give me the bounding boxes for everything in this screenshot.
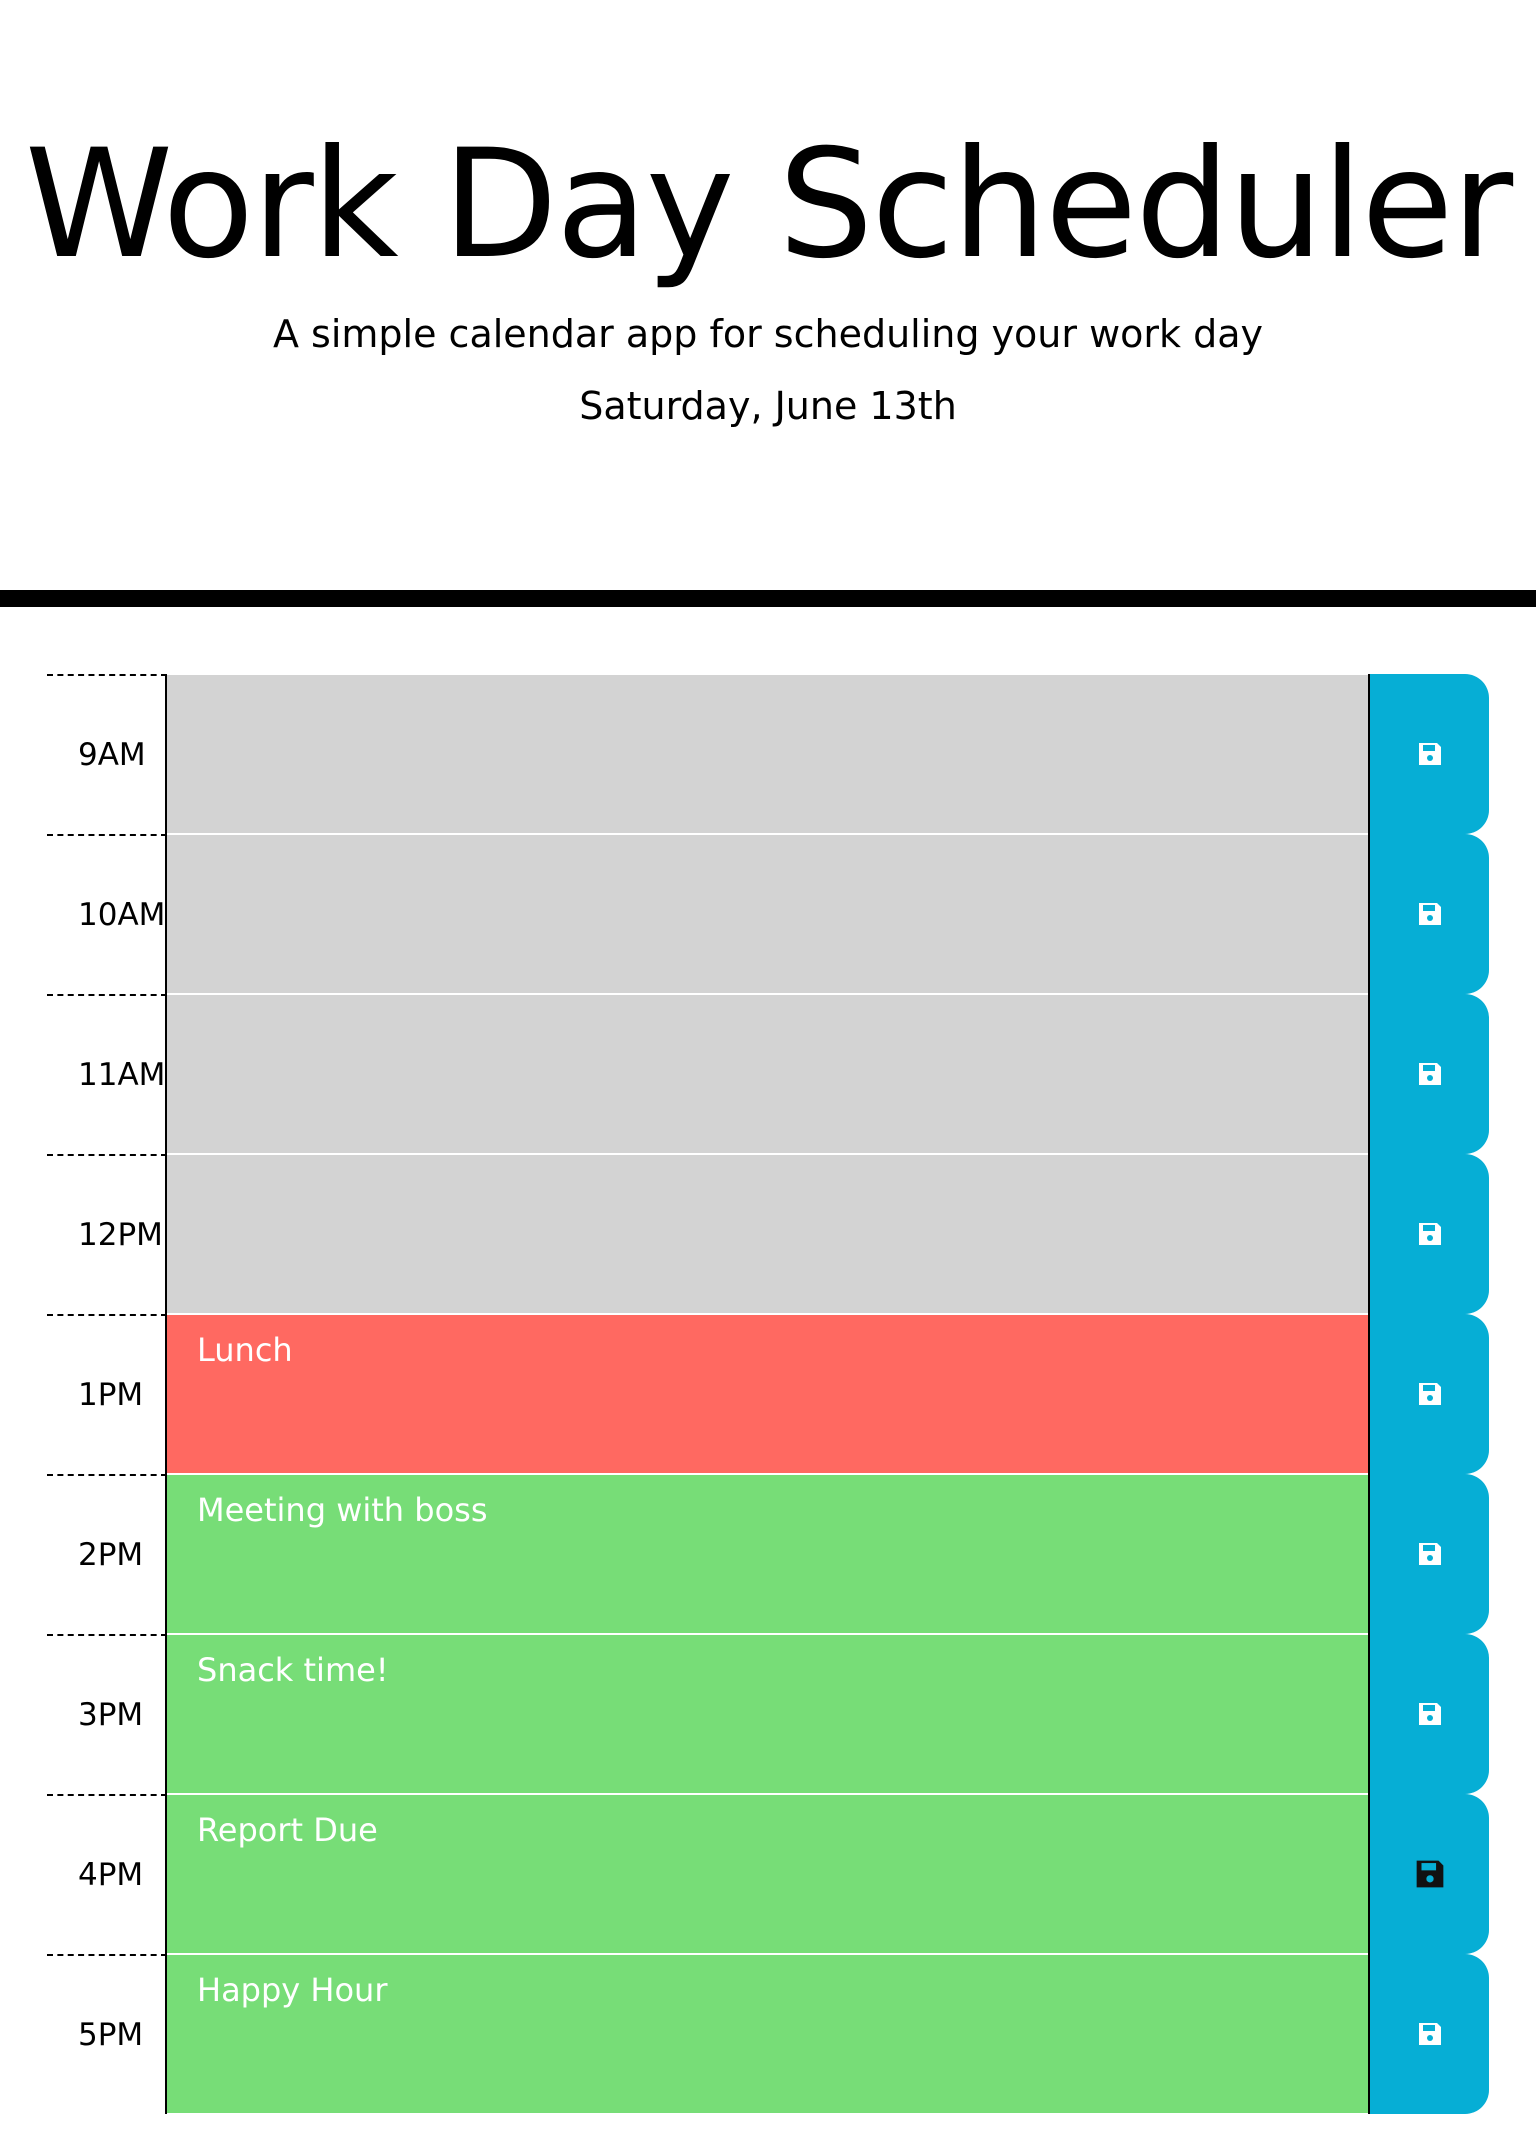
event-description[interactable]: Snack time!: [167, 1634, 1368, 1794]
hour-label: 11AM: [47, 994, 167, 1154]
event-description[interactable]: [167, 834, 1368, 994]
schedule-container: 9AM 10AM 11AM 12PM: [47, 674, 1489, 2114]
floppy-disk-icon: [1416, 1220, 1444, 1248]
time-block-4pm: 4PM Report Due: [47, 1794, 1489, 1954]
hour-label: 1PM: [47, 1314, 167, 1474]
save-button[interactable]: [1368, 1314, 1489, 1474]
time-block-11am: 11AM: [47, 994, 1489, 1154]
event-description[interactable]: [167, 1154, 1368, 1314]
save-button[interactable]: [1368, 1154, 1489, 1314]
time-block-9am: 9AM: [47, 674, 1489, 834]
save-button[interactable]: [1368, 1634, 1489, 1794]
header: Work Day Scheduler A simple calendar app…: [0, 0, 1536, 607]
save-button[interactable]: [1368, 1794, 1489, 1954]
event-description[interactable]: [167, 994, 1368, 1154]
time-block-3pm: 3PM Snack time!: [47, 1634, 1489, 1794]
time-block-1pm: 1PM Lunch: [47, 1314, 1489, 1474]
event-description[interactable]: Lunch: [167, 1314, 1368, 1474]
time-block-12pm: 12PM: [47, 1154, 1489, 1314]
event-description[interactable]: [167, 674, 1368, 834]
event-description[interactable]: Report Due: [167, 1794, 1368, 1954]
hour-label: 3PM: [47, 1634, 167, 1794]
hour-label: 12PM: [47, 1154, 167, 1314]
event-description[interactable]: Meeting with boss: [167, 1474, 1368, 1634]
event-description[interactable]: Happy Hour: [167, 1954, 1368, 2114]
page-title: Work Day Scheduler: [24, 118, 1513, 292]
hour-label: 2PM: [47, 1474, 167, 1634]
floppy-disk-icon: [1416, 740, 1444, 768]
save-button[interactable]: [1368, 674, 1489, 834]
save-button[interactable]: [1368, 1474, 1489, 1634]
page-subtitle: A simple calendar app for scheduling you…: [272, 312, 1264, 356]
floppy-disk-icon: [1416, 900, 1444, 928]
save-button[interactable]: [1368, 994, 1489, 1154]
time-block-10am: 10AM: [47, 834, 1489, 994]
hour-label: 5PM: [47, 1954, 167, 2114]
current-day: Saturday, June 13th: [579, 384, 957, 428]
hour-label: 10AM: [47, 834, 167, 994]
floppy-disk-icon: [1416, 1700, 1444, 1728]
hour-label: 4PM: [47, 1794, 167, 1954]
floppy-disk-icon: [1413, 1857, 1447, 1891]
floppy-disk-icon: [1416, 1060, 1444, 1088]
hour-label: 9AM: [47, 674, 167, 834]
floppy-disk-icon: [1416, 1380, 1444, 1408]
save-button[interactable]: [1368, 834, 1489, 994]
time-block-5pm: 5PM Happy Hour: [47, 1954, 1489, 2114]
time-block-2pm: 2PM Meeting with boss: [47, 1474, 1489, 1634]
floppy-disk-icon: [1416, 1540, 1444, 1568]
floppy-disk-icon: [1416, 2020, 1444, 2048]
save-button[interactable]: [1368, 1954, 1489, 2114]
